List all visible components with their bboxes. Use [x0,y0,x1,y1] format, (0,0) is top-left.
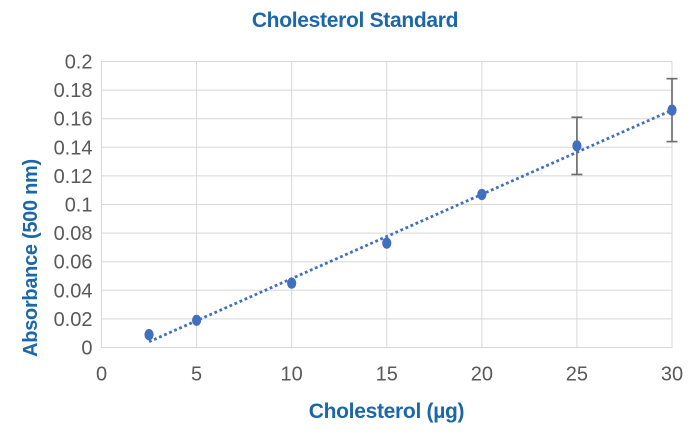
y-tick-label: 0.18 [54,80,93,102]
y-tick-label: 0.12 [54,166,93,188]
y-tick-label: 0.08 [54,223,93,245]
data-point-marker [382,237,392,249]
x-tick-label: 25 [566,364,588,386]
x-axis-title: Cholesterol (µg) [308,400,465,423]
x-tick-label: 0 [96,364,107,386]
plot-border [101,61,673,348]
y-tick-label: 0.06 [54,252,93,274]
data-point-marker [572,140,582,152]
y-tick-label: 0.1 [65,195,93,217]
y-tick-label: 0.02 [54,309,93,331]
y-tick-label: 0.16 [54,109,93,131]
y-tick-label: 0.04 [54,280,93,302]
x-tick-label: 5 [191,364,202,386]
x-tick-label: 15 [376,364,398,386]
y-tick-label: 0.2 [65,52,93,74]
chart-title: Cholesterol Standard [251,9,459,32]
y-tick-label: 0.14 [54,137,93,159]
data-point-marker [144,329,154,341]
x-tick-label: 10 [281,364,303,386]
data-point-marker [191,314,202,326]
y-tick-label: 0 [81,338,92,360]
x-tick-label: 30 [661,364,683,386]
data-point-marker [667,104,677,116]
data-point-marker [477,188,487,201]
data-point-marker [287,277,297,289]
trendline [148,108,673,344]
x-tick-label: 20 [471,364,493,386]
